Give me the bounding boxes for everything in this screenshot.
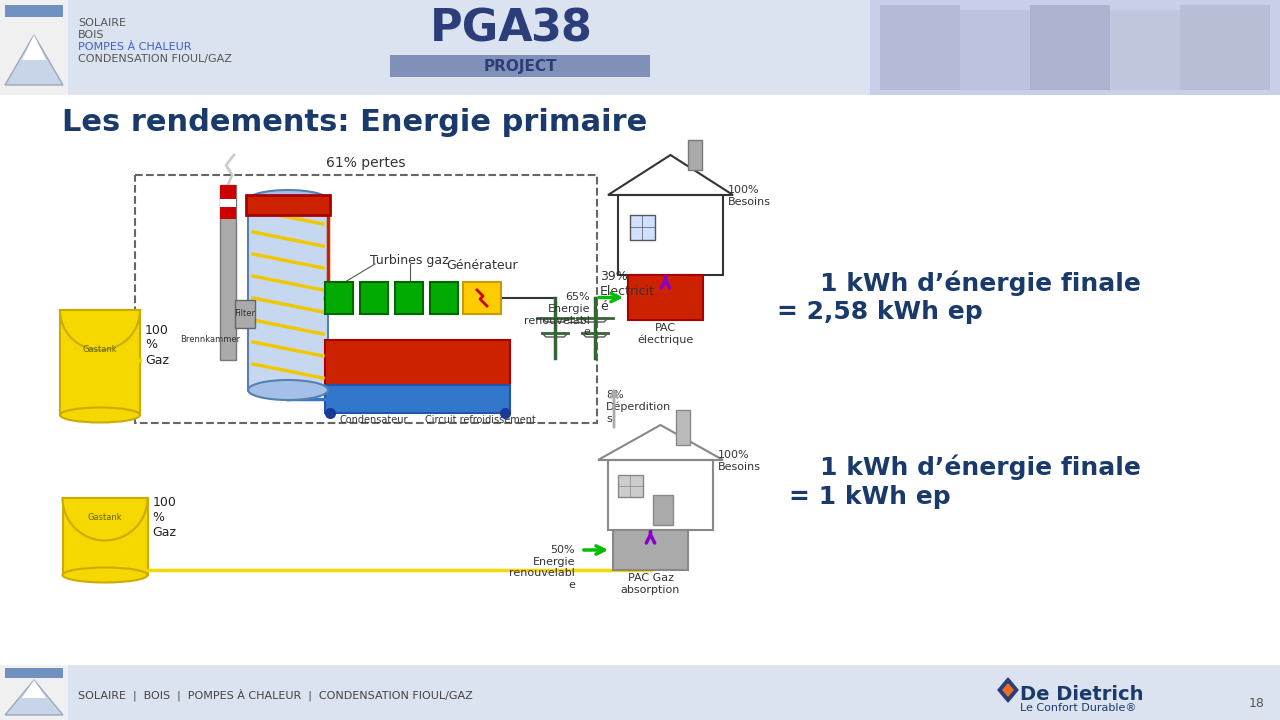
Polygon shape (22, 680, 46, 698)
Polygon shape (22, 35, 46, 60)
Bar (676, 410, 690, 445)
Text: PGA: PGA (430, 8, 534, 51)
Bar (248, 200, 328, 390)
Text: Filter: Filter (234, 310, 256, 318)
Text: SOLAIRE  |  BOIS  |  POMPES À CHALEUR  |  CONDENSATION FIOUL/GAZ: SOLAIRE | BOIS | POMPES À CHALEUR | COND… (78, 689, 472, 701)
Text: CONDENSATION FIOUL/GAZ: CONDENSATION FIOUL/GAZ (78, 54, 232, 64)
Bar (5, 5, 63, 17)
Polygon shape (5, 680, 63, 715)
Text: 18: 18 (1249, 697, 1265, 710)
Text: Gastank: Gastank (83, 346, 118, 354)
Text: 100
%
Gaz: 100 % Gaz (152, 496, 177, 539)
Bar (653, 495, 673, 525)
Text: 50%
Energie
renouvelabl
e: 50% Energie renouvelabl e (509, 545, 575, 590)
Text: 61% pertes: 61% pertes (326, 156, 406, 170)
Text: Gastank: Gastank (88, 513, 123, 522)
Text: Brennkammer: Brennkammer (180, 336, 241, 344)
Bar (236, 300, 255, 328)
Text: = 1 kWh ep: = 1 kWh ep (790, 485, 951, 509)
Text: 100%
Besoins: 100% Besoins (728, 185, 771, 207)
Text: 100
%
Gaz: 100 % Gaz (145, 323, 169, 366)
Text: 38: 38 (530, 8, 591, 51)
Bar (5, 668, 63, 678)
Bar (325, 340, 509, 385)
Text: 39%
Electricit
é: 39% Electricit é (600, 270, 655, 313)
Text: De Dietrich: De Dietrich (1020, 685, 1143, 704)
Text: Générateur: Générateur (447, 259, 518, 272)
Bar (618, 195, 723, 275)
Bar (325, 282, 353, 314)
Text: SOLAIRE: SOLAIRE (78, 18, 125, 28)
Bar (220, 207, 236, 219)
Text: POMPES À CHALEUR: POMPES À CHALEUR (78, 42, 192, 52)
Text: PROJECT: PROJECT (484, 58, 557, 73)
Ellipse shape (63, 567, 147, 582)
Bar (220, 185, 236, 360)
Text: Condensateur: Condensateur (340, 415, 408, 425)
Text: Circuit refroidissement: Circuit refroidissement (425, 415, 536, 425)
Bar (396, 282, 422, 314)
Polygon shape (5, 35, 63, 85)
Text: Turbines gaz: Turbines gaz (370, 254, 448, 267)
Wedge shape (63, 498, 147, 541)
Ellipse shape (248, 190, 328, 210)
Bar (220, 185, 236, 199)
Text: Le Confort Durable®: Le Confort Durable® (1020, 703, 1137, 713)
Bar (220, 199, 236, 207)
Text: 1 kWh d’énergie finale: 1 kWh d’énergie finale (820, 455, 1140, 480)
Text: PAC Gaz
absorption: PAC Gaz absorption (621, 573, 680, 595)
Bar (0, 665, 68, 720)
Text: 100%
Besoins: 100% Besoins (718, 450, 762, 472)
Bar (360, 282, 388, 314)
Bar (390, 55, 650, 77)
Text: PAC
électrique: PAC électrique (637, 323, 694, 345)
Bar (881, 5, 960, 90)
Bar (463, 282, 500, 314)
Bar (0, 665, 1280, 720)
Bar (618, 475, 643, 497)
Bar (1030, 5, 1110, 90)
Bar (960, 10, 1030, 90)
Bar (689, 140, 701, 170)
Bar (608, 460, 713, 530)
Wedge shape (60, 310, 140, 350)
Text: = 2,58 kWh ep: = 2,58 kWh ep (777, 300, 983, 324)
Ellipse shape (60, 408, 140, 423)
Bar (1180, 5, 1270, 90)
Text: 8%
Déperdition
s: 8% Déperdition s (605, 390, 671, 424)
Text: Les rendements: Energie primaire: Les rendements: Energie primaire (61, 108, 648, 137)
Bar (325, 385, 509, 413)
Bar (0, 0, 68, 95)
Polygon shape (1004, 684, 1012, 696)
Bar (60, 310, 140, 415)
Bar (246, 195, 330, 215)
Polygon shape (998, 678, 1018, 702)
Bar (628, 275, 703, 320)
Bar (63, 498, 147, 575)
Bar (0, 0, 1280, 95)
Bar (870, 0, 1280, 95)
Bar (1110, 10, 1180, 90)
Bar (430, 282, 458, 314)
Text: 65%
Energie
renouvelabl
e: 65% Energie renouvelabl e (524, 292, 590, 337)
Text: BOIS: BOIS (78, 30, 105, 40)
Bar (630, 215, 655, 240)
Text: 1 kWh d’énergie finale: 1 kWh d’énergie finale (820, 270, 1140, 295)
Bar (134, 175, 596, 423)
Ellipse shape (248, 380, 328, 400)
Bar (613, 530, 689, 570)
